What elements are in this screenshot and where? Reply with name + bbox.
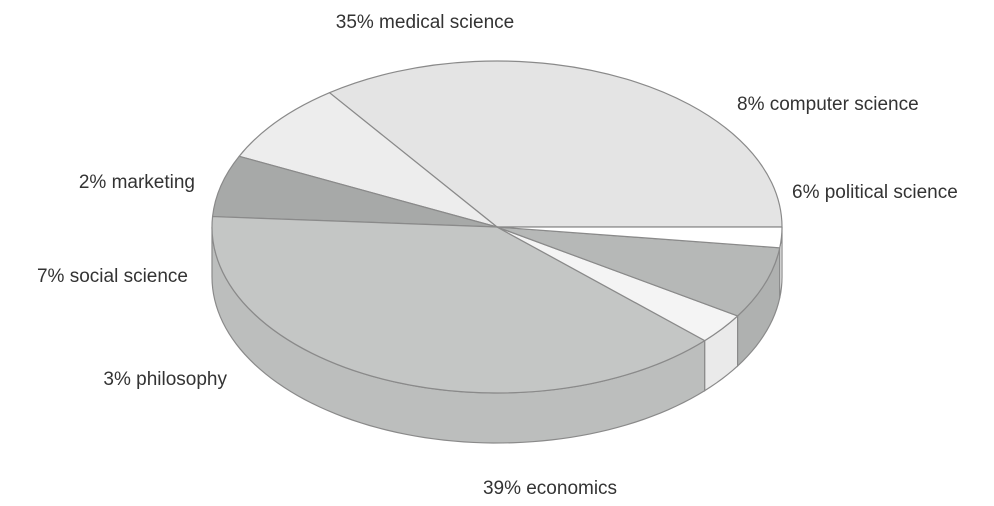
pie-slice-social-science (496, 226, 781, 317)
slice-label-computer-science: 8% computer science (737, 94, 919, 115)
pie-slice-computer-science (238, 92, 498, 228)
slice-label-marketing: 2% marketing (79, 172, 195, 193)
pie-slice-economics (211, 215, 706, 394)
pie-top-layer (211, 60, 783, 394)
slice-label-philosophy: 3% philosophy (103, 369, 227, 390)
slice-label-political-science: 6% political science (792, 182, 958, 203)
slice-label-social-science: 7% social science (37, 266, 188, 287)
pie-slice-medical-science (328, 60, 783, 228)
slice-label-economics: 39% economics (483, 478, 617, 499)
slice-label-medical-science: 35% medical science (336, 12, 514, 33)
pie-label-layer: 35% medical science 8% computer science 6%… (37, 12, 958, 499)
pie-slice-marketing (496, 226, 783, 249)
